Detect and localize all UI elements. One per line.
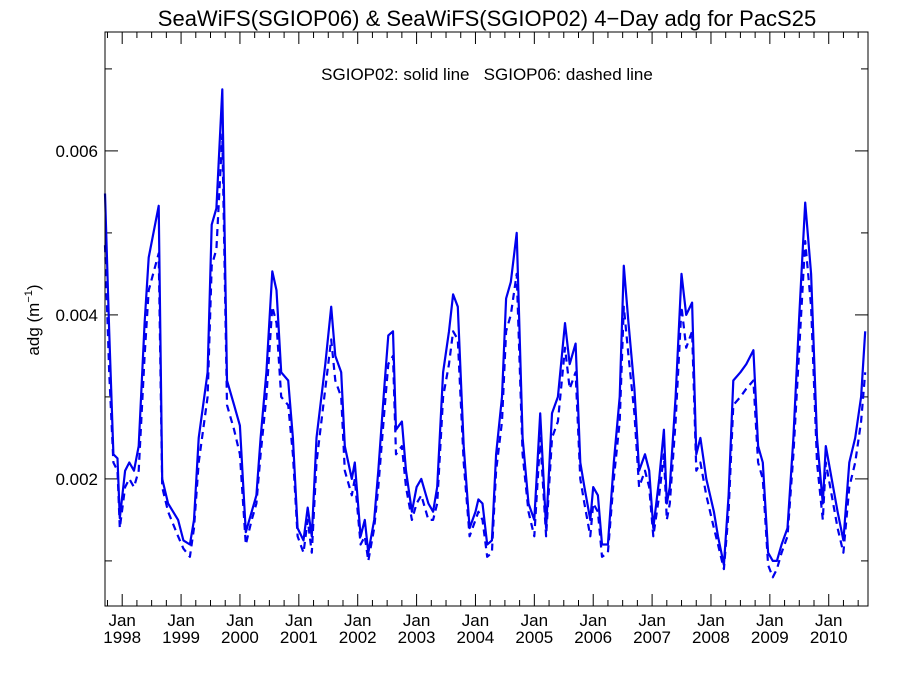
x-tick-month-label: Jan: [756, 611, 783, 630]
x-tick-month-label: Jan: [167, 611, 194, 630]
x-tick-month-label: Jan: [108, 611, 135, 630]
x-tick-month-label: Jan: [638, 611, 665, 630]
x-tick-year-label: 2008: [692, 628, 730, 647]
y-axis-label-exponent: −1: [23, 290, 35, 303]
axes: 0.0020.0040.006Jan1998Jan1999Jan2000Jan2…: [55, 32, 868, 647]
y-tick-label: 0.004: [55, 306, 98, 325]
x-tick-month-label: Jan: [403, 611, 430, 630]
plot-frame: [104, 31, 869, 607]
x-tick-month-label: Jan: [226, 611, 253, 630]
x-tick-month-label: Jan: [521, 611, 548, 630]
x-tick-year-label: 2006: [574, 628, 612, 647]
chart-title: SeaWiFS(SGIOP06) & SeaWiFS(SGIOP02) 4−Da…: [158, 6, 816, 31]
chart-annotation: SGIOP02: solid line SGIOP06: dashed line: [321, 65, 653, 84]
series-layer: [103, 88, 867, 579]
x-tick-year-label: 2004: [457, 628, 495, 647]
x-tick-month-label: Jan: [580, 611, 607, 630]
x-tick-year-label: 2009: [751, 628, 789, 647]
x-tick-month-label: Jan: [462, 611, 489, 630]
y-axis-label-close: ): [24, 284, 43, 290]
x-tick-year-label: 1999: [162, 628, 200, 647]
x-tick-month-label: Jan: [344, 611, 371, 630]
x-tick-year-label: 2001: [280, 628, 318, 647]
x-tick-year-label: 1998: [103, 628, 141, 647]
x-tick-year-label: 2005: [515, 628, 553, 647]
y-tick-label: 0.006: [55, 142, 98, 161]
series-line-sgiop02: [103, 88, 867, 567]
y-axis-label: adg (m−1): [23, 284, 43, 355]
x-tick-month-label: Jan: [285, 611, 312, 630]
x-tick-year-label: 2003: [398, 628, 436, 647]
y-tick-label: 0.002: [55, 470, 98, 489]
x-tick-year-label: 2002: [339, 628, 377, 647]
series-line-sgiop06: [103, 133, 867, 579]
x-tick-year-label: 2007: [633, 628, 671, 647]
x-tick-year-label: 2000: [221, 628, 259, 647]
x-tick-month-label: Jan: [697, 611, 724, 630]
x-tick-year-label: 2010: [810, 628, 848, 647]
y-axis-label-text: adg (m: [24, 303, 43, 356]
x-tick-month-label: Jan: [815, 611, 842, 630]
